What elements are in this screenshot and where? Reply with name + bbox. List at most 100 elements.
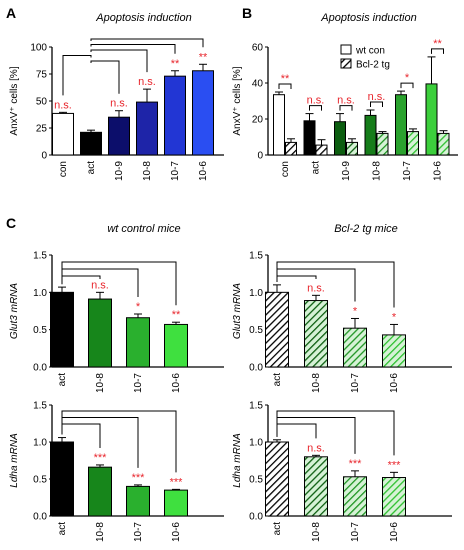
bar	[50, 291, 74, 368]
bar	[136, 101, 158, 156]
bar	[343, 327, 367, 368]
x-tick-label: 10-8	[95, 373, 106, 393]
chart-c-glut3-wt: 0.0 0.5 1.0 1.5 Glut3 mRNA wt control mice act…	[9, 223, 224, 393]
bar-tg	[437, 132, 450, 156]
bar	[382, 477, 406, 517]
y-axis-label: Ldha mRNA	[232, 433, 243, 488]
chart-c-ldha-wt: 0.0 0.5 1.0 1.5 Ldha mRNA act 10-8 10-7 10-6 *** *…	[9, 401, 224, 542]
x-tick-label: 10-6	[198, 161, 209, 181]
significance-label: ***	[170, 476, 184, 488]
significance-label: n.s.	[54, 99, 72, 111]
x-tick-label: 10-8	[311, 373, 322, 393]
x-tick-label: con	[58, 161, 69, 177]
chart-b-apoptosis: 0 20 40 60 AnxV⁺ cells [%] Apoptosis inductio…	[232, 12, 458, 181]
x-tick-label: 10-6	[171, 373, 182, 393]
y-tick-label: 1.0	[249, 288, 263, 299]
bar	[304, 300, 328, 368]
bar-tg	[285, 141, 297, 156]
bar	[343, 476, 367, 517]
y-axis-label: AnxV⁺ cells [%]	[9, 66, 20, 135]
y-tick-label: 1.0	[33, 288, 47, 299]
significance-bracket	[276, 275, 317, 282]
y-tick-label: 40	[252, 79, 264, 90]
significance-bracket	[90, 60, 120, 94]
bar	[382, 334, 406, 368]
chart-a-apoptosis: 0 25 50 75 100 AnxV⁺ cells [%] Apoptosis induc…	[9, 12, 224, 181]
x-tick-label: act	[272, 522, 283, 536]
bar	[265, 441, 289, 517]
x-tick-label: 10-9	[341, 161, 352, 181]
y-tick-label: 0.5	[33, 475, 47, 486]
significance-label: n.s.	[307, 282, 325, 294]
significance-bracket	[431, 48, 444, 54]
chart-title: Apoptosis induction	[320, 12, 416, 24]
x-tick-label: 10-7	[402, 161, 413, 181]
bar-wt	[273, 94, 285, 156]
significance-label: **	[172, 309, 181, 321]
significance-label: *	[392, 311, 397, 323]
x-tick-label: 10-6	[389, 373, 400, 393]
significance-bracket	[61, 275, 101, 285]
bar-wt	[364, 114, 377, 156]
x-tick-label: act	[57, 373, 68, 387]
legend-swatch-tg	[340, 58, 352, 69]
significance-bracket	[339, 105, 353, 111]
significance-label: n.s.	[91, 279, 109, 291]
x-tick-label: act	[57, 522, 68, 536]
bar	[265, 291, 289, 368]
significance-bracket	[62, 55, 92, 96]
chart-c-ldha-bcl2: 0.0 0.5 1.0 1.5 Ldha mRNA act 10-8 10-7 10-6 n.s.…	[232, 401, 452, 542]
significance-label: n.s.	[307, 95, 325, 107]
significance-label: n.s.	[138, 76, 156, 88]
significance-label: ***	[388, 459, 402, 471]
bar-tg	[346, 141, 358, 156]
bar-wt	[334, 121, 346, 156]
y-tick-label: 1.5	[249, 251, 263, 262]
bar	[88, 466, 112, 517]
y-tick-label: 0	[257, 151, 263, 162]
y-tick-label: 0.0	[33, 363, 47, 374]
legend-label-tg: Bcl-2 tg	[356, 60, 390, 71]
x-tick-label: 10-8	[372, 161, 383, 181]
significance-label: *	[405, 72, 410, 84]
y-tick-label: 0	[41, 151, 47, 162]
bar-wt	[395, 94, 407, 156]
bar-tg	[376, 132, 389, 156]
y-axis-label: Ldha mRNA	[9, 433, 20, 488]
y-tick-label: 50	[36, 97, 48, 108]
x-tick-label: 10-8	[142, 161, 153, 181]
bar	[126, 485, 150, 517]
x-tick-label: con	[280, 161, 291, 177]
y-tick-label: 1.5	[249, 401, 263, 412]
significance-label: n.s.	[368, 91, 386, 103]
y-tick-label: 0.5	[249, 325, 263, 336]
panel-label-b: B	[242, 5, 252, 21]
bar-tg	[407, 131, 419, 156]
x-tick-label: 10-7	[133, 373, 144, 393]
x-tick-label: 10-8	[311, 522, 322, 542]
significance-label: ***	[132, 472, 146, 484]
x-tick-label: 10-7	[133, 522, 144, 542]
x-tick-label: 10-9	[114, 161, 125, 181]
y-tick-label: 100	[30, 43, 47, 54]
y-tick-label: 0.5	[249, 475, 263, 486]
y-tick-label: 75	[36, 70, 48, 81]
significance-label: ***	[94, 452, 108, 464]
bar	[304, 456, 328, 517]
bar	[164, 323, 188, 368]
panel-label-a: A	[6, 5, 16, 21]
y-tick-label: 25	[36, 124, 48, 135]
significance-label: ***	[349, 458, 363, 470]
significance-label: *	[136, 301, 141, 313]
y-tick-label: 1.0	[249, 438, 263, 449]
significance-label: **	[199, 51, 208, 63]
significance-bracket	[90, 44, 176, 54]
y-axis-label: Glut3 mRNA	[9, 283, 20, 339]
bar	[164, 489, 188, 517]
legend-label-wt: wt con	[355, 46, 385, 57]
bar-tg	[315, 144, 328, 156]
chart-c-glut3-bcl2: 0.0 0.5 1.0 1.5 Glut3 mRNA Bcl-2 tg mice act 10…	[232, 223, 452, 393]
bar	[80, 131, 102, 156]
bar-wt	[425, 83, 438, 156]
